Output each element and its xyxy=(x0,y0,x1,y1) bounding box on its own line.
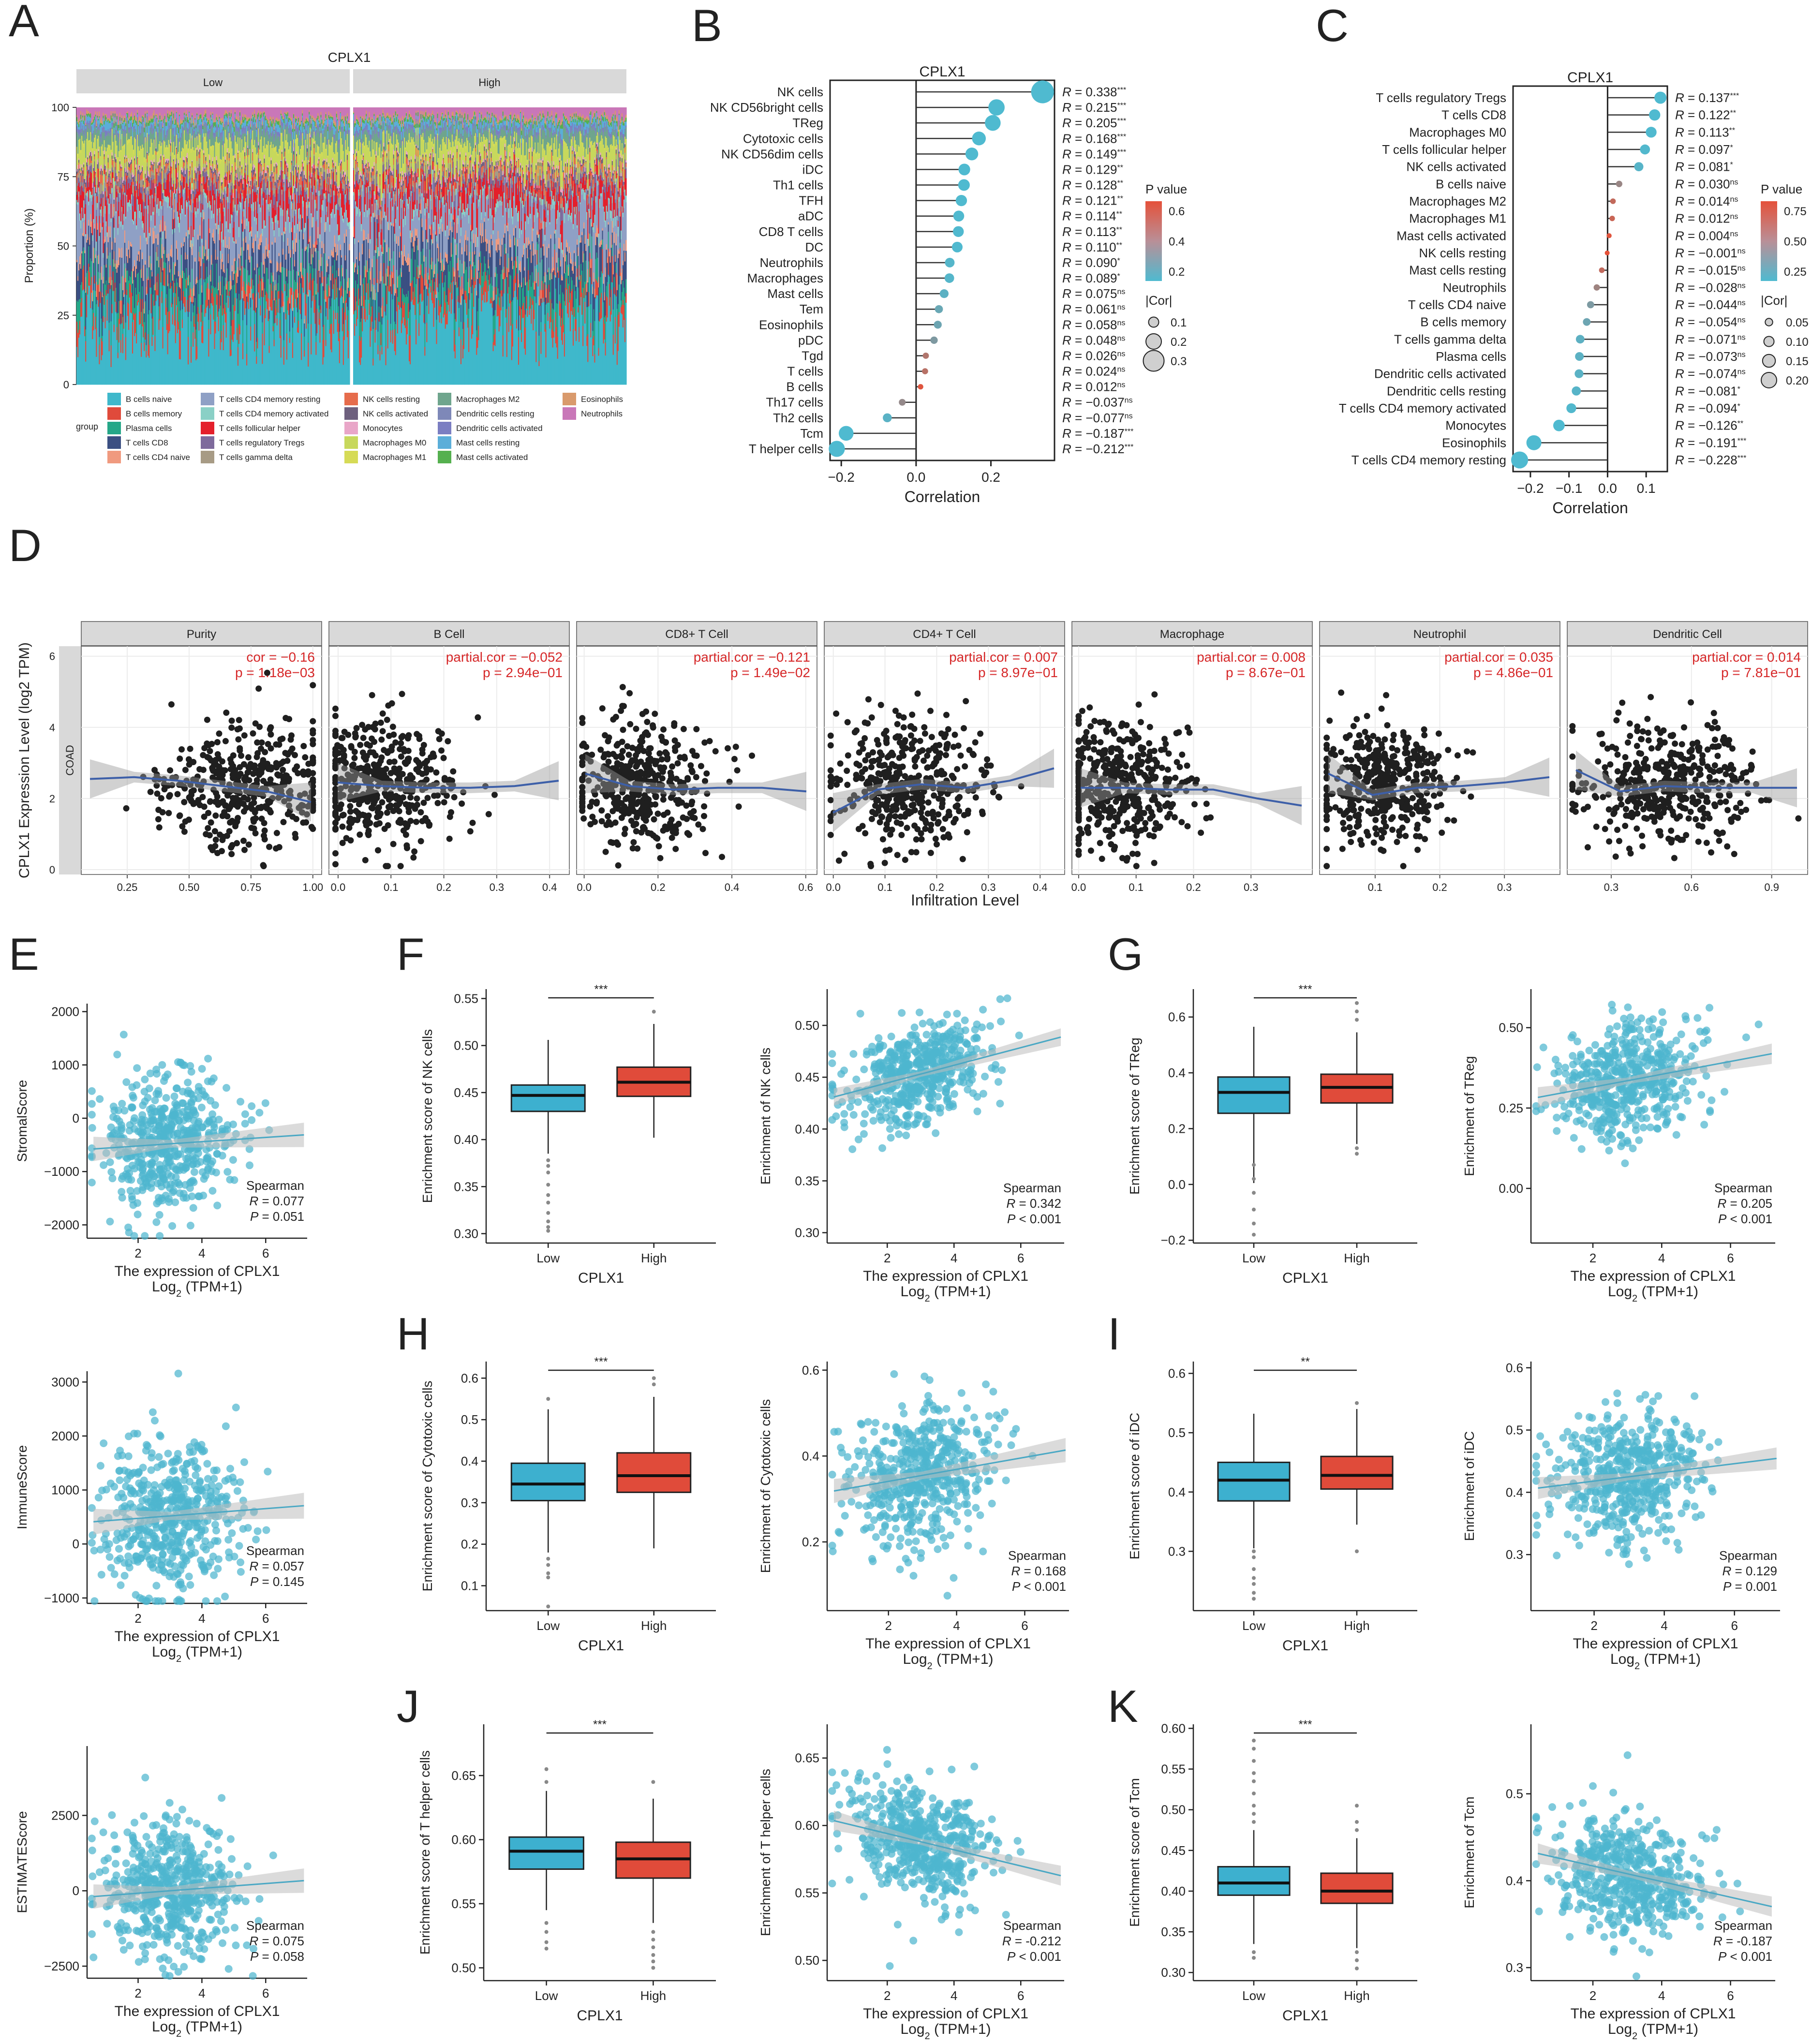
panel-letter-b: B xyxy=(692,0,722,51)
facet-label-low: Low xyxy=(203,76,223,89)
panel-letter-c: C xyxy=(1316,0,1349,51)
panel-letter-a: A xyxy=(9,0,39,46)
y-tick-label: 25 xyxy=(58,310,69,322)
panel-letter-j: J xyxy=(397,1681,419,1732)
y-tick-label: 0 xyxy=(63,379,69,391)
facet-label-high: High xyxy=(478,76,500,89)
y-tick-label: 50 xyxy=(58,240,69,252)
y-tick-label: 100 xyxy=(51,102,69,114)
stack-group-low xyxy=(76,107,350,385)
panel-letter-h: H xyxy=(397,1308,430,1359)
panel-letter-g: G xyxy=(1108,929,1143,979)
panel-letter-d: D xyxy=(9,520,42,571)
panel-a-title: CPLX1 xyxy=(328,50,371,65)
panel-letter-e: E xyxy=(9,929,39,979)
panel-letter-k: K xyxy=(1108,1681,1138,1732)
multi-panel-figure: A B C D E F G H I J K CPLX1 Low High 0 25 50 75 100 Proport… xyxy=(0,0,1812,2044)
y-tick-label: 75 xyxy=(58,171,69,183)
panel-letter-i: I xyxy=(1108,1308,1120,1359)
panel-letter-f: F xyxy=(397,929,424,979)
y-axis-label: Proportion (%) xyxy=(23,208,36,283)
